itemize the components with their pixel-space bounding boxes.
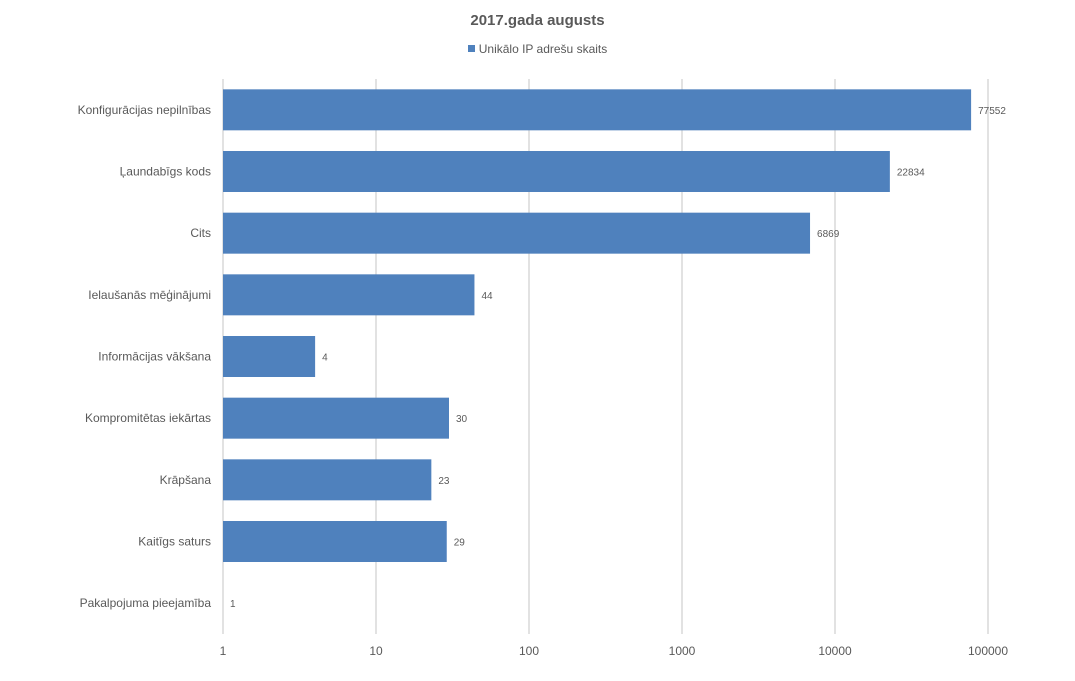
category-label: Cits bbox=[190, 226, 211, 240]
data-label: 22834 bbox=[897, 168, 925, 179]
bar bbox=[223, 336, 316, 377]
category-label: Informācijas vākšana bbox=[98, 350, 211, 364]
x-tick-label: 10000 bbox=[818, 644, 852, 658]
data-label: 4 bbox=[322, 353, 328, 364]
category-label: Krāpšana bbox=[160, 473, 212, 487]
data-label: 77552 bbox=[978, 106, 1006, 117]
legend-swatch bbox=[467, 45, 475, 53]
bar bbox=[223, 397, 449, 439]
data-label: 23 bbox=[438, 476, 450, 487]
category-label: Ļaundabīgs kods bbox=[120, 165, 211, 179]
category-label: Kompromitētas iekārtas bbox=[85, 411, 211, 425]
x-tick-label: 1000 bbox=[669, 644, 696, 658]
bar bbox=[223, 459, 432, 501]
category-label: Pakalpojuma pieejamība bbox=[80, 596, 212, 610]
data-label: 1 bbox=[230, 599, 236, 610]
legend-label: Unikālo IP adrešu skaits bbox=[478, 42, 608, 56]
x-tick-label: 1 bbox=[220, 644, 227, 658]
data-label: 30 bbox=[456, 414, 468, 425]
bar bbox=[223, 212, 811, 254]
data-label: 44 bbox=[481, 291, 493, 302]
data-label: 29 bbox=[454, 538, 466, 549]
x-tick-label: 10 bbox=[369, 644, 383, 658]
x-tick-label: 100000 bbox=[968, 644, 1008, 658]
category-label: Konfigurācijas nepilnības bbox=[78, 103, 211, 117]
category-label: Ielaušanās mēģinājumi bbox=[88, 288, 211, 302]
bar bbox=[223, 151, 890, 192]
bar bbox=[223, 89, 972, 131]
bar bbox=[223, 274, 475, 316]
data-label: 6869 bbox=[817, 229, 840, 240]
category-label: Kaitīgs saturs bbox=[138, 535, 211, 549]
bar bbox=[223, 521, 447, 562]
chart-title: 2017.gada augusts bbox=[470, 12, 605, 29]
x-tick-label: 100 bbox=[519, 644, 539, 658]
legend: Unikālo IP adrešu skaits bbox=[0, 42, 1075, 56]
